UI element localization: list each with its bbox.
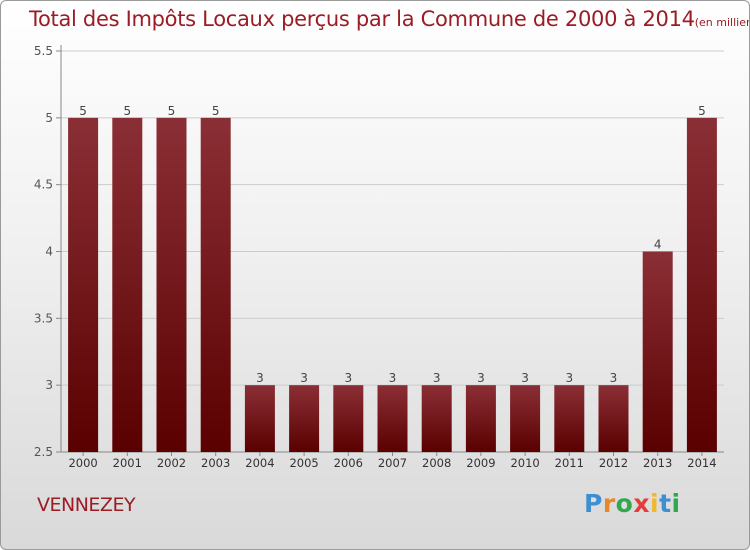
data-label: 5 <box>123 104 131 118</box>
bar <box>289 385 320 452</box>
bar <box>465 385 496 452</box>
logo-letter: t <box>659 489 672 518</box>
bar <box>200 117 231 452</box>
x-tick-label: 2010 <box>510 456 539 470</box>
x-tick-label: 2009 <box>466 456 495 470</box>
data-labels: 5 5 5 5 3 3 3 3 3 3 3 3 3 4 5 <box>79 104 705 385</box>
x-tick-label: 2000 <box>68 456 97 470</box>
y-tick-label: 2.5 <box>34 445 53 459</box>
y-tick-label: 5.5 <box>34 44 53 58</box>
bar <box>642 251 673 452</box>
y-tick-label: 3 <box>45 378 53 392</box>
bar <box>68 117 99 452</box>
bar <box>598 385 629 452</box>
bars <box>68 117 717 452</box>
x-tick-label: 2013 <box>643 456 672 470</box>
logo-letter: P <box>584 489 603 518</box>
x-tick-label: 2014 <box>687 456 716 470</box>
logo-letter: i <box>650 489 660 518</box>
data-label: 3 <box>433 371 441 385</box>
x-tick-label: 2011 <box>555 456 584 470</box>
data-label: 3 <box>610 371 618 385</box>
data-label: 5 <box>212 104 220 118</box>
chart-title: Total des Impôts Locaux perçus par la Co… <box>29 7 749 31</box>
tick-labels: 2.5 3 3.5 4 4.5 5 5.5 2000 2001 2002 2003 2004 2005 2… <box>34 44 717 470</box>
data-label: 3 <box>521 371 529 385</box>
bar <box>421 385 452 452</box>
data-label: 3 <box>300 371 308 385</box>
bar <box>510 385 541 452</box>
proxiti-logo[interactable]: Proxiti <box>584 489 681 518</box>
bar <box>686 117 717 452</box>
y-tick-label: 3.5 <box>34 311 53 325</box>
x-tick-label: 2004 <box>245 456 274 470</box>
data-label: 3 <box>389 371 397 385</box>
y-tick-label: 4 <box>45 245 53 259</box>
logo-letter: i <box>671 489 681 518</box>
bar <box>112 117 143 452</box>
data-label: 3 <box>477 371 485 385</box>
bar <box>156 117 187 452</box>
x-tick-label: 2006 <box>334 456 363 470</box>
x-tick-label: 2005 <box>289 456 318 470</box>
data-label: 5 <box>698 104 706 118</box>
y-tick-label: 4.5 <box>34 178 53 192</box>
data-label: 5 <box>168 104 176 118</box>
bar <box>377 385 408 452</box>
chart-title-text: Total des Impôts Locaux perçus par la Co… <box>29 7 695 31</box>
x-tick-label: 2008 <box>422 456 451 470</box>
bar <box>244 385 275 452</box>
x-tick-label: 2007 <box>378 456 407 470</box>
x-tick-label: 2001 <box>113 456 142 470</box>
commune-name: VENNEZEY <box>37 494 136 516</box>
logo-letter: x <box>633 489 650 518</box>
y-tick-label: 5 <box>45 111 53 125</box>
data-label: 5 <box>79 104 87 118</box>
data-label: 3 <box>565 371 573 385</box>
bar <box>554 385 585 452</box>
x-tick-label: 2002 <box>157 456 186 470</box>
x-tick-label: 2012 <box>599 456 628 470</box>
logo-letter: r <box>602 489 616 518</box>
data-label: 3 <box>256 371 264 385</box>
x-tick-label: 2003 <box>201 456 230 470</box>
bar <box>333 385 364 452</box>
chart-title-unit: (en milliers d'€) <box>694 16 749 29</box>
data-label: 4 <box>654 238 662 252</box>
data-label: 3 <box>344 371 352 385</box>
logo-letter: o <box>615 489 634 518</box>
